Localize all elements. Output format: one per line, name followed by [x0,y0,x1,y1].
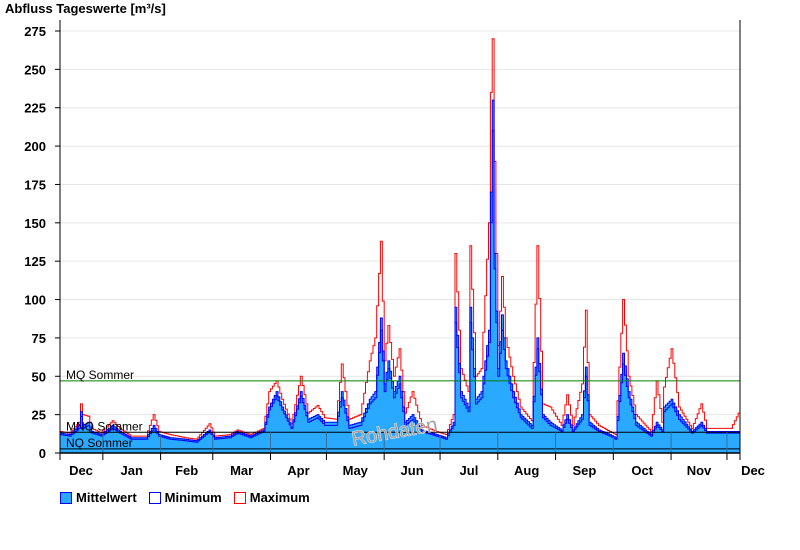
y-tick-label: 25 [32,408,46,423]
legend-swatch-mean [60,491,72,504]
x-tick-label: Apr [287,463,309,478]
legend-label-max: Maximum [249,490,310,505]
legend: Mittelwert Minimum Maximum [60,490,310,505]
y-tick-label: 150 [24,216,46,231]
y-tick-label: 200 [24,139,46,154]
legend-swatch-min [148,491,161,504]
y-tick-label: 225 [24,101,46,116]
y-tick-label: 250 [24,62,46,77]
x-tick-label: Sep [573,463,597,478]
reference-line-label: MNQ Sommer [66,419,143,433]
y-tick-label: 100 [24,293,46,308]
x-tick-label: Jul [460,463,479,478]
legend-item-mean: Mittelwert [60,490,137,505]
y-tick-label: 75 [32,331,46,346]
series-min-line [60,130,741,443]
x-tick-label: Jan [121,463,143,478]
x-tick-label: Mar [230,463,253,478]
x-tick-label: Feb [175,463,198,478]
x-tick-label: May [343,463,369,478]
legend-label-mean: Mittelwert [76,490,137,505]
y-tick-label: 50 [32,369,46,384]
x-tick-label: Jun [401,463,424,478]
y-tick-label: 175 [24,177,46,192]
chart-title: Abfluss Tageswerte [m³/s] [5,1,166,16]
x-tick-label: Dec [741,463,765,478]
series-mean-line [60,99,741,442]
reference-line-label: NQ Sommer [66,436,133,450]
y-tick-label: 125 [24,254,46,269]
series-mean-area [60,100,740,453]
legend-item-max: Maximum [233,490,310,505]
legend-item-min: Minimum [148,490,222,505]
x-tick-label: Oct [631,463,653,478]
y-tick-label: 275 [24,24,46,39]
reference-line-label: MQ Sommer [66,368,134,382]
x-tick-label: Nov [687,463,712,478]
legend-label-min: Minimum [164,490,222,505]
y-tick-label: 0 [39,446,46,461]
legend-swatch-max [233,491,246,504]
x-tick-label: Aug [514,463,539,478]
x-tick-label: Dec [69,463,93,478]
